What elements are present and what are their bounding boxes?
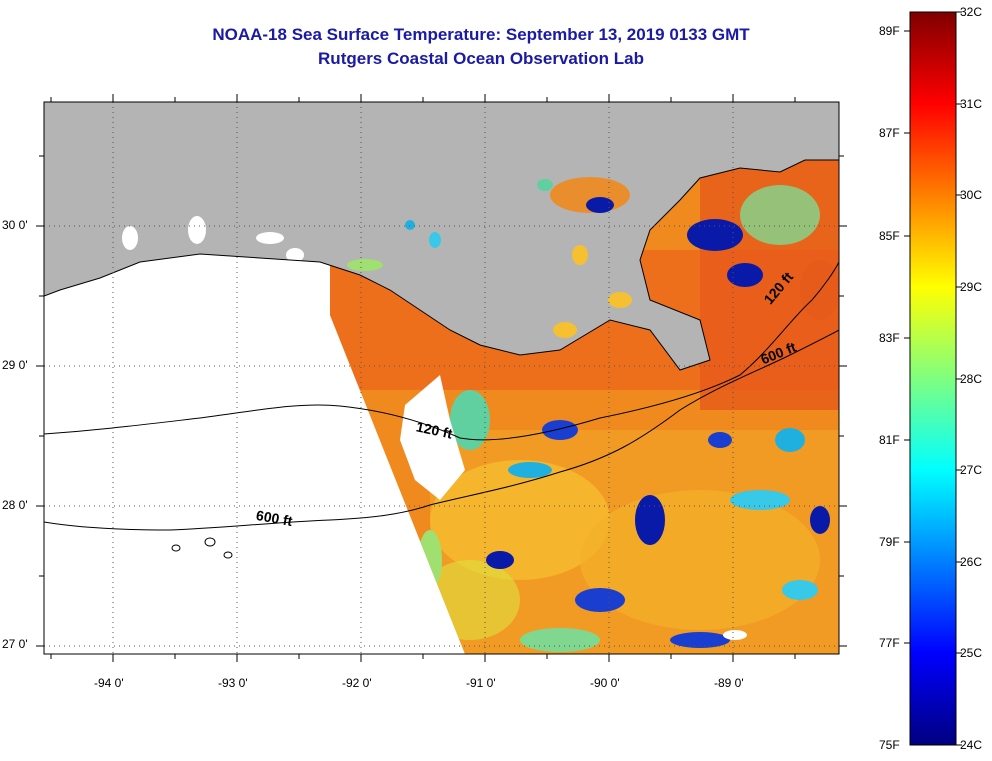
lon-label-94: -94 0' xyxy=(94,676,124,690)
colorbar-label-31c: 31C xyxy=(960,97,983,111)
colorbar-label-77f: 77F xyxy=(879,636,900,650)
lat-label-30: 30 0' xyxy=(2,218,28,232)
lat-ticks xyxy=(36,155,847,647)
colorbar-label-27c: 27C xyxy=(960,463,983,477)
lon-label-92: -92 0' xyxy=(342,676,372,690)
colorbar-label-83f: 83F xyxy=(879,331,900,345)
lon-label-89: -89 0' xyxy=(714,676,744,690)
colorbar-label-25c: 25C xyxy=(960,646,983,660)
lat-label-28: 28 0' xyxy=(2,498,28,512)
colorbar-label-26c: 26C xyxy=(960,555,983,569)
colorbar-label-81f: 81F xyxy=(879,433,900,447)
colorbar-label-29c: 29C xyxy=(960,280,983,294)
lat-label-29: 29 0' xyxy=(2,358,28,372)
colorbar-label-87f: 87F xyxy=(879,126,900,140)
colorbar xyxy=(909,11,957,746)
map-subtitle: Rutgers Coastal Ocean Observation Lab xyxy=(318,49,644,68)
lon-ticks xyxy=(50,94,796,662)
lat-label-27: 27 0' xyxy=(2,637,28,651)
colorbar-label-89f: 89F xyxy=(879,24,900,38)
coastline xyxy=(44,159,839,371)
contour-600ft xyxy=(44,329,839,531)
colorbar-label-28c: 28C xyxy=(960,372,983,386)
colorbar-label-24c: 24C xyxy=(960,738,983,752)
colorbar-ticks xyxy=(904,11,962,746)
colorbar-label-32c: 32C xyxy=(960,5,983,19)
colorbar-label-85f: 85F xyxy=(879,229,900,243)
land-mass xyxy=(44,102,839,370)
colorbar-label-79f: 79F xyxy=(879,535,900,549)
map-frame xyxy=(43,101,840,655)
lon-label-91: -91 0' xyxy=(466,676,496,690)
lon-label-90: -90 0' xyxy=(590,676,620,690)
map-title: NOAA-18 Sea Surface Temperature: Septemb… xyxy=(212,25,750,44)
graticule xyxy=(44,102,839,654)
colorbar-label-75f: 75F xyxy=(879,738,900,752)
lon-label-93: -93 0' xyxy=(218,676,248,690)
colorbar-label-30c: 30C xyxy=(960,188,983,202)
contour-120ft xyxy=(44,261,839,441)
